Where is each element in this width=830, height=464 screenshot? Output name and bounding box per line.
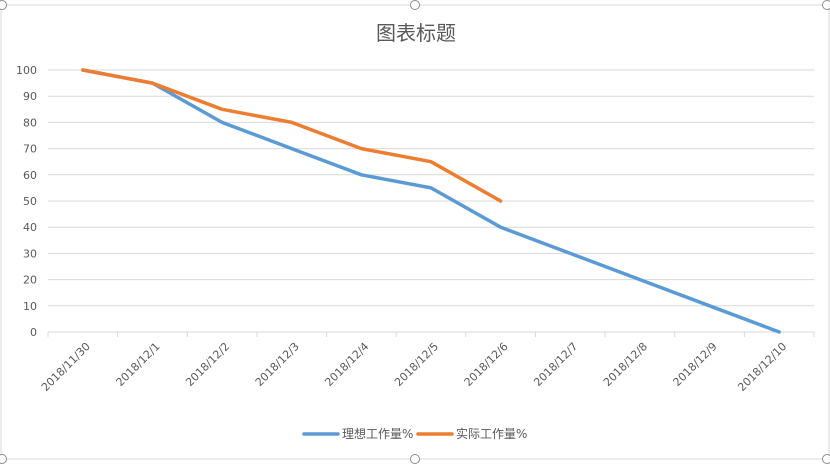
chart-area-border (0, 4, 830, 460)
legend-label: 实际工作量% (456, 426, 527, 441)
gridlines (48, 69, 814, 307)
legend[interactable]: 理想工作量% 实际工作量% (302, 426, 527, 441)
resize-handle-top-right[interactable] (822, 0, 830, 10)
y-tick-label: 10 (23, 300, 37, 313)
y-tick-label: 40 (23, 221, 37, 234)
legend-label: 理想工作量% (342, 426, 413, 441)
resize-handle-bottom-left[interactable] (0, 454, 7, 464)
resize-handle-bottom-right[interactable] (822, 454, 830, 464)
resize-handle-bottom[interactable] (410, 454, 420, 464)
resize-handle-top[interactable] (410, 0, 420, 10)
y-tick-label: 80 (23, 116, 37, 129)
plot-series[interactable] (81, 68, 781, 334)
y-tick-label: 30 (23, 247, 37, 260)
series-line-2[interactable] (81, 68, 503, 203)
y-tick-label: 50 (23, 195, 37, 208)
resize-handle-top-left[interactable] (0, 0, 7, 10)
legend-item-2[interactable]: 实际工作量% (416, 426, 527, 441)
legend-item-1[interactable]: 理想工作量% (302, 426, 413, 441)
y-axis-tick-labels: 0 10 20 30 40 50 60 70 80 90 100 (16, 64, 37, 339)
y-tick-label: 90 (23, 90, 37, 103)
chart-title[interactable]: 图表标题 (376, 21, 456, 45)
y-tick-label: 0 (30, 326, 37, 339)
y-tick-label: 60 (23, 169, 37, 182)
y-tick-label: 70 (23, 143, 37, 156)
series-line-1[interactable] (81, 68, 781, 334)
y-tick-label: 20 (23, 274, 37, 287)
y-tick-label: 100 (16, 64, 37, 77)
